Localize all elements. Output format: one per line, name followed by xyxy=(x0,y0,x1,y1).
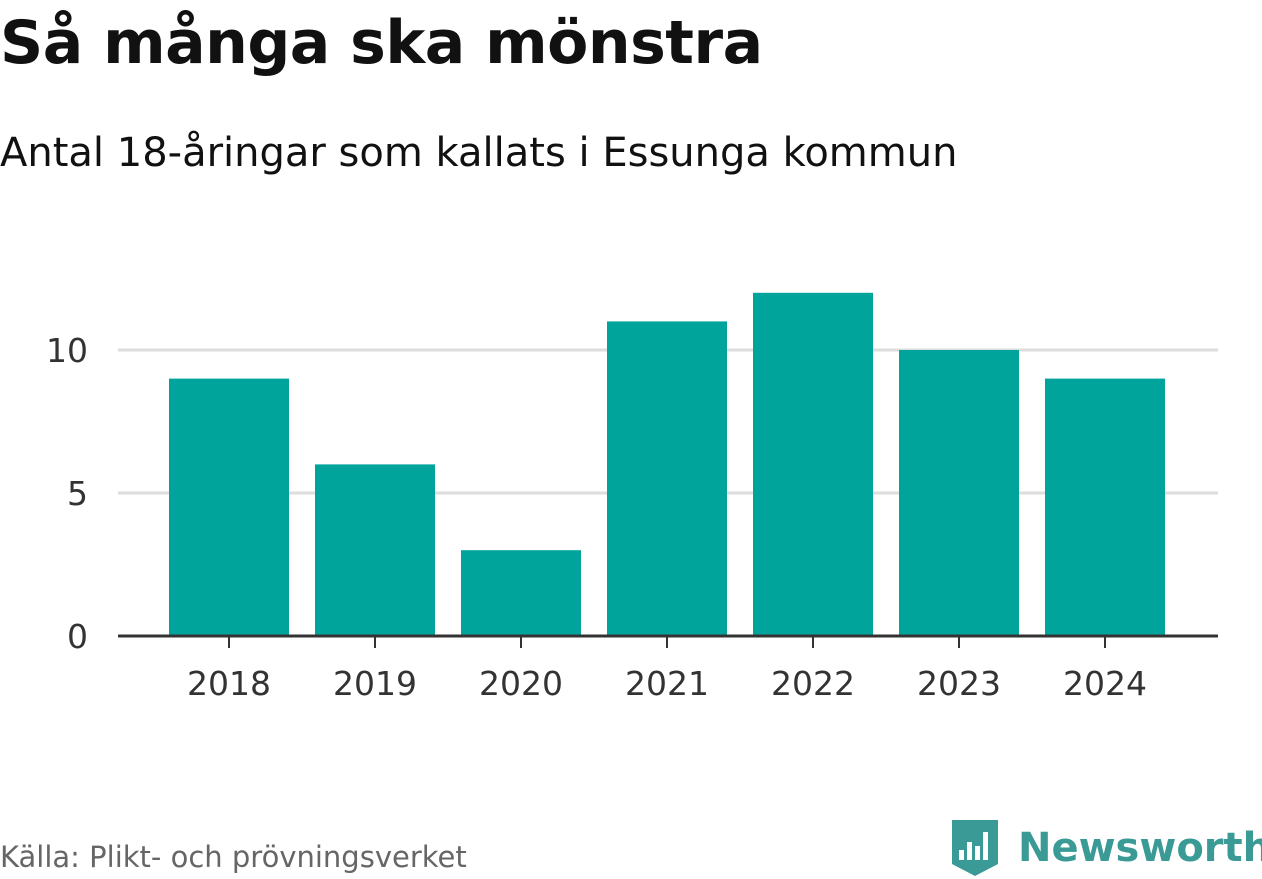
bar-2018 xyxy=(169,378,289,636)
bar-2019 xyxy=(315,464,435,636)
x-tick-label: 2023 xyxy=(917,664,1001,703)
y-tick-label: 0 xyxy=(67,617,88,656)
bar-2022 xyxy=(753,292,873,636)
x-tick-label: 2019 xyxy=(333,664,417,703)
x-tick-label: 2018 xyxy=(187,664,271,703)
x-tick-label: 2021 xyxy=(625,664,709,703)
brand-name: Newsworthy xyxy=(1018,825,1262,871)
y-tick-label: 10 xyxy=(46,331,88,370)
chart-title: Så många ska mönstra xyxy=(0,8,763,78)
brand-logo: Newsworthy xyxy=(950,818,1262,878)
newsworthy-logo-icon xyxy=(952,820,998,876)
y-tick-label: 5 xyxy=(67,474,88,513)
bar-2023 xyxy=(899,350,1019,636)
source-note: Källa: Plikt- och prövningsverket xyxy=(0,840,467,874)
x-tick-label: 2020 xyxy=(479,664,563,703)
bar-2021 xyxy=(607,321,727,636)
bar-2020 xyxy=(461,550,581,636)
y-tick-labels: 0 5 10 xyxy=(46,331,88,656)
bar-2024 xyxy=(1045,378,1165,636)
x-tick-label: 2022 xyxy=(771,664,855,703)
x-axis xyxy=(118,634,1218,648)
x-tick-labels: 2018 2019 2020 2021 2022 2023 2024 xyxy=(187,664,1147,703)
x-tick-label: 2024 xyxy=(1063,664,1147,703)
bars xyxy=(169,292,1165,636)
chart-subtitle: Antal 18-åringar som kallats i Essunga k… xyxy=(0,130,958,176)
